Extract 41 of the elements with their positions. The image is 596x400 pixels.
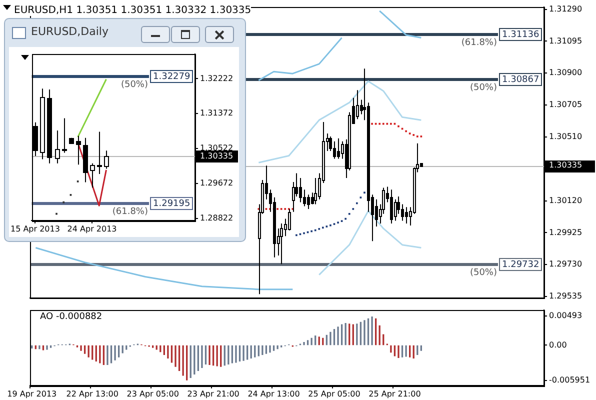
chart-title: EURUSD,H1 1.30351 1.30351 1.30332 1.30335 [14, 5, 252, 16]
x-tick-label: 24 Apr 2013 [67, 224, 117, 234]
y-tick-label: 1.31372 [200, 108, 234, 118]
y-tick-label: 1.29925 [549, 228, 582, 237]
y-tick-label: 1.31095 [549, 36, 582, 46]
y-tick-label: 1.30335 [200, 151, 234, 160]
y-tick-label: 1.30335 [549, 160, 582, 170]
chart-title: EURUSD,Daily [31, 25, 108, 38]
annotation: (61.8%) [112, 206, 148, 217]
y-tick-label: 1.30705 [549, 100, 582, 110]
y-tick-label: 1.30120 [549, 196, 582, 205]
y-tick-label: 1.32222 [200, 74, 234, 83]
annotation: AO -0.000882 [40, 312, 102, 322]
annotation: (50%) [470, 268, 497, 278]
y-tick-label: 1.28822 [200, 213, 234, 222]
y-tick-label: 1.29535 [549, 292, 582, 301]
y-tick-label: 1.30522 [200, 144, 234, 153]
y-tick-label: 1.29730 [549, 260, 582, 269]
ref-line-label: 1.29732 [502, 260, 540, 270]
annotation: (50%) [470, 82, 497, 93]
x-tick-label: 25 Apr 05:00 [308, 389, 360, 398]
x-tick-label: 19 Apr 2013 [7, 389, 57, 398]
y-tick-label: 1.30510 [549, 132, 582, 142]
y-tick-label: 1.31290 [549, 4, 582, 14]
x-tick-label: 23 Apr 05:00 [126, 389, 179, 398]
y-tick-label: 0.00 [549, 340, 567, 350]
x-tick-label: 23 Apr 21:00 [187, 389, 240, 398]
y-tick-label: 1.30900 [549, 68, 582, 78]
x-tick-label: 22 Apr 13:00 [66, 389, 118, 398]
y-tick-label: 0.00493 [549, 311, 582, 320]
ref-line-label: 1.30867 [502, 74, 540, 85]
y-tick-label: 1.29672 [200, 178, 234, 188]
ref-line-label: 1.31136 [502, 30, 540, 40]
annotation: (50%) [120, 80, 148, 90]
annotation: (61.8%) [461, 38, 497, 48]
x-tick-label: 25 Apr 21:00 [368, 389, 421, 398]
ref-line-label: 1.32279 [153, 72, 190, 82]
y-tick-label: -0.005951 [549, 375, 590, 384]
x-tick-label: 24 Apr 13:00 [248, 389, 300, 398]
ref-line-label: 1.29195 [153, 198, 190, 209]
x-tick-label: 15 Apr 2013 [10, 224, 60, 234]
